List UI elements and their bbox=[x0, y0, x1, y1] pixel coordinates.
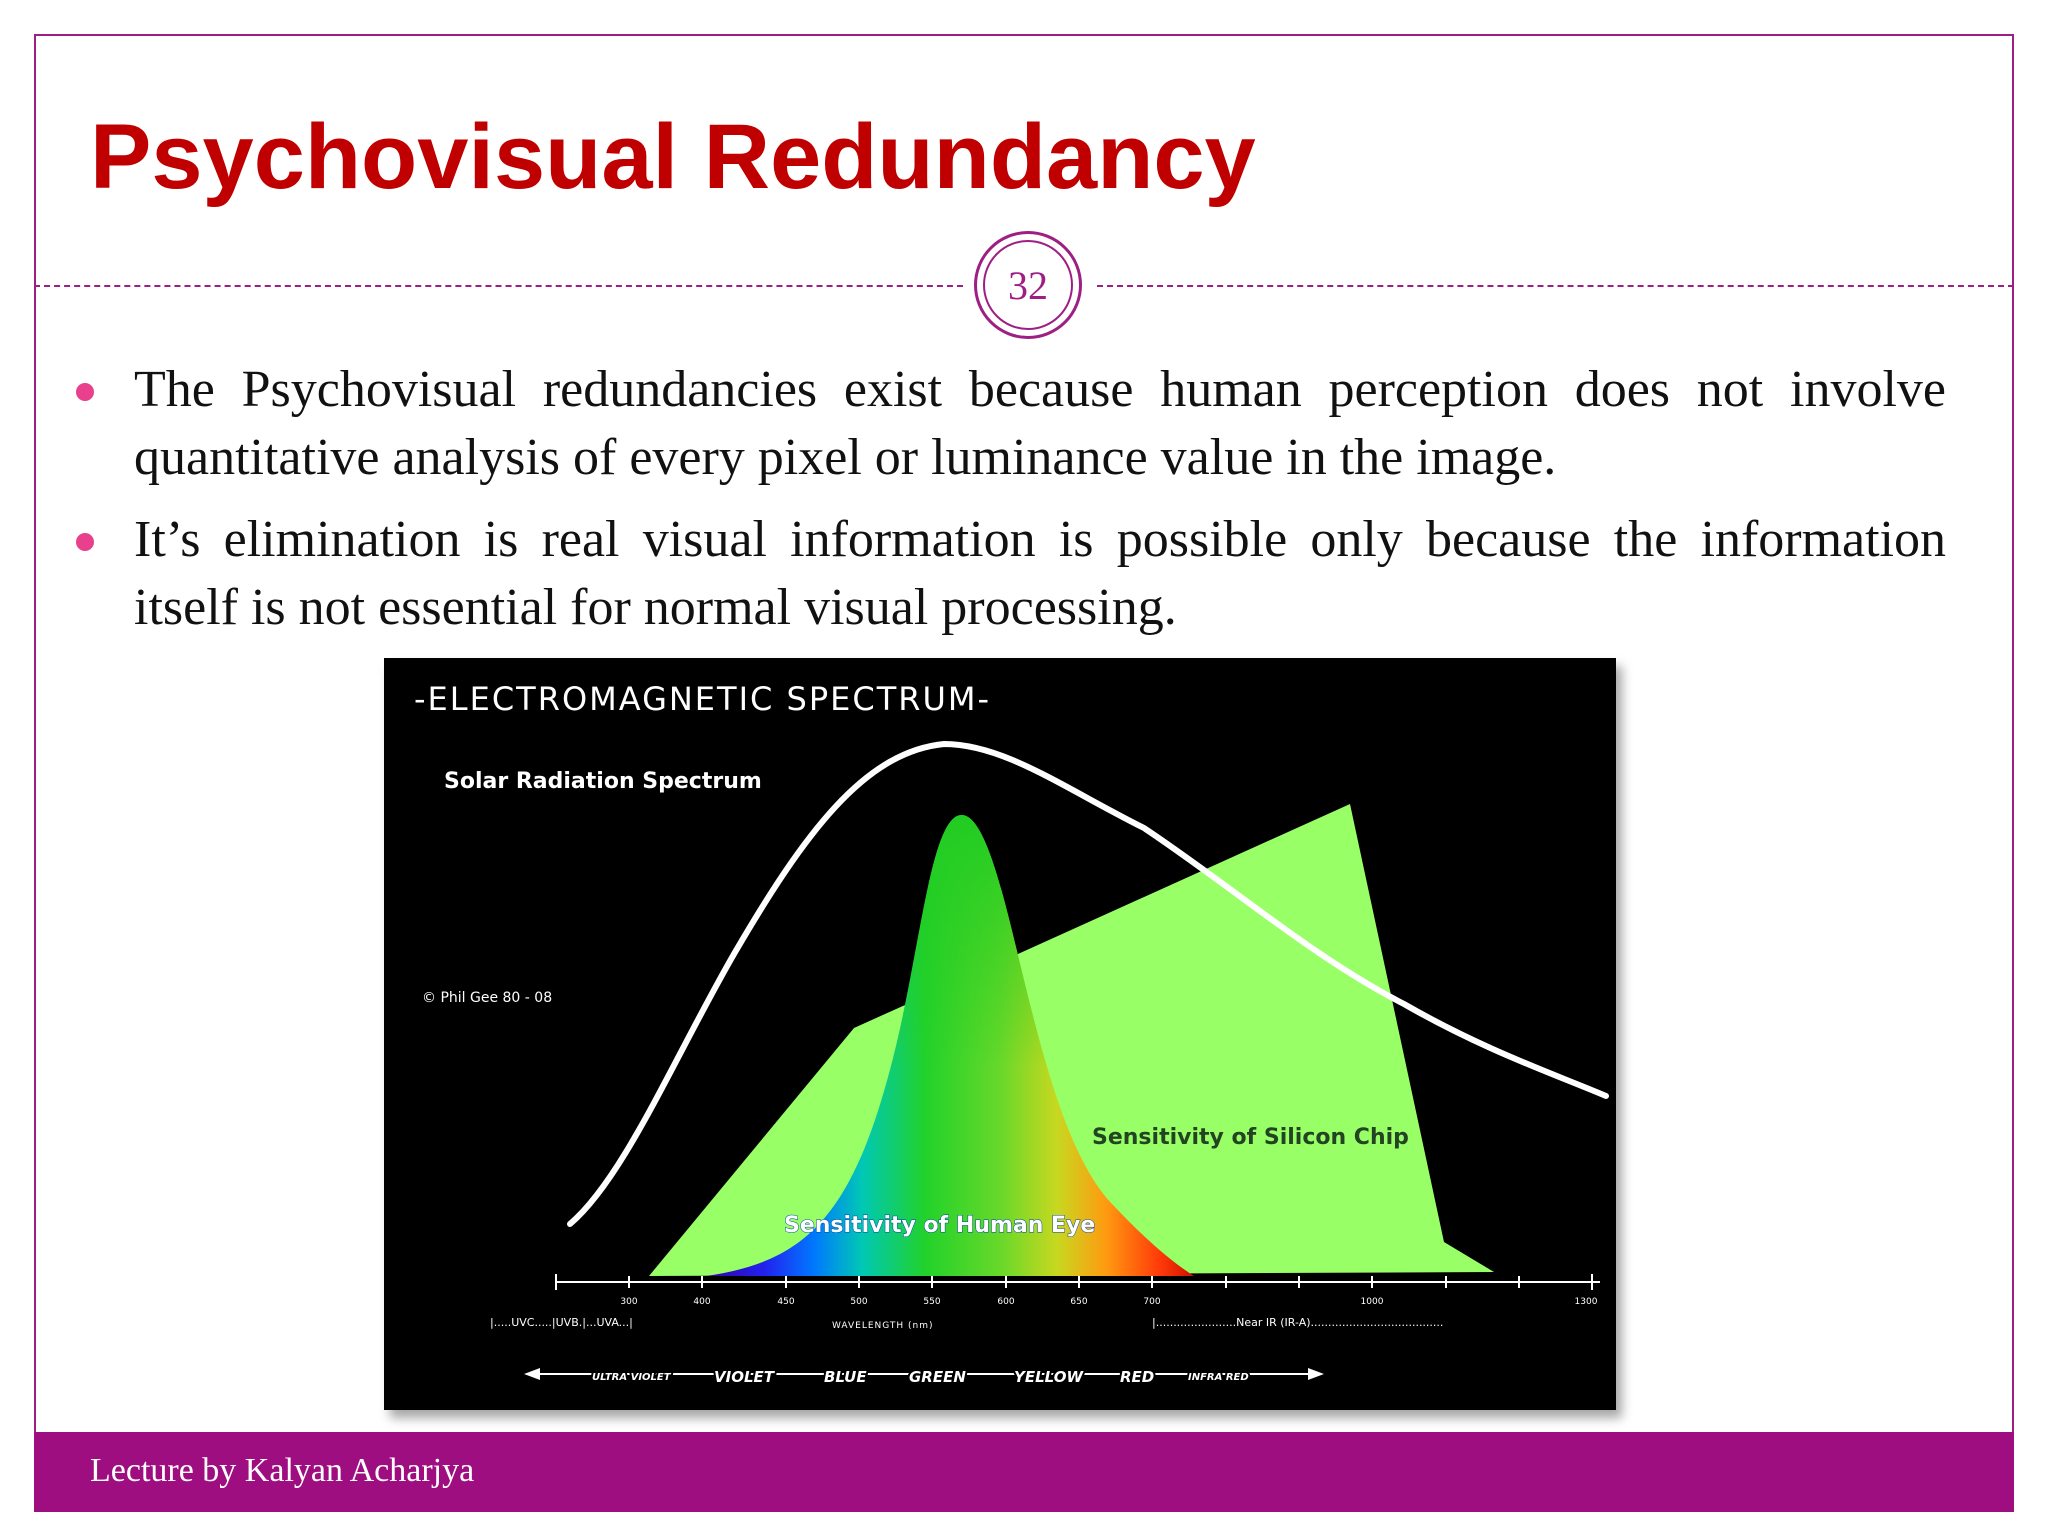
bullet-item: The Psychovisual redundancies exist beca… bbox=[76, 356, 1946, 492]
silicon-sensitivity-label: Sensitivity of Silicon Chip bbox=[1092, 1125, 1409, 1150]
bullet-list: The Psychovisual redundancies exist beca… bbox=[0, 356, 2048, 656]
solar-radiation-label: Solar Radiation Spectrum bbox=[444, 769, 762, 794]
eye-sensitivity-highlight bbox=[706, 814, 1194, 1276]
tick-label: 1000 bbox=[1361, 1297, 1384, 1307]
band-label: INFRA RED bbox=[1188, 1372, 1249, 1383]
band-label: YELLOW bbox=[1014, 1368, 1084, 1386]
figure-title: -ELECTROMAGNETIC SPECTRUM- bbox=[414, 680, 991, 718]
tick-label: 1300 bbox=[1575, 1297, 1598, 1307]
title-divider-left bbox=[34, 285, 963, 287]
spectrum-figure: 300 400 450 500 550 600 650 700 1000 130… bbox=[384, 658, 1616, 1410]
axis-ticks bbox=[555, 1274, 1593, 1290]
color-band-labels: ULTRA VIOLET VIOLET BLUE GREEN YELLOW RE… bbox=[590, 1366, 1251, 1388]
tick-label: 700 bbox=[1143, 1297, 1160, 1307]
bullet-dot-icon bbox=[76, 383, 94, 401]
page-number: 32 bbox=[983, 240, 1073, 330]
wavelength-axis-label: WAVELENGTH (nm) bbox=[832, 1321, 934, 1331]
uv-band-labels: |.....UVC.....|UVB.|...UVA...| bbox=[490, 1316, 633, 1329]
bullet-text: The Psychovisual redundancies exist beca… bbox=[134, 361, 1946, 486]
tick-label: 400 bbox=[693, 1297, 710, 1307]
page-number-badge: 32 bbox=[974, 231, 1082, 339]
title-divider-right bbox=[1097, 285, 2014, 287]
near-ir-label: |.......................Near IR (IR-A)..… bbox=[1152, 1316, 1443, 1329]
tick-labels: 300 400 450 500 550 600 650 700 1000 130… bbox=[620, 1297, 1597, 1307]
eye-sensitivity-label: Sensitivity of Human Eye bbox=[784, 1213, 1095, 1238]
solar-radiation-curve bbox=[567, 740, 1609, 1227]
tick-label: 300 bbox=[620, 1297, 637, 1307]
bullet-dot-icon bbox=[76, 533, 94, 551]
spectrum-diagram: 300 400 450 500 550 600 650 700 1000 130… bbox=[384, 658, 1616, 1410]
band-label: ULTRA VIOLET bbox=[592, 1372, 672, 1383]
slide-title: Psychovisual Redundancy bbox=[90, 106, 1256, 208]
bullet-text: It’s elimination is real visual informat… bbox=[134, 511, 1946, 636]
band-label: VIOLET bbox=[714, 1368, 776, 1386]
slide-footer: Lecture by Kalyan Acharjya bbox=[34, 1432, 2014, 1512]
copyright-label: © Phil Gee 80 - 08 bbox=[422, 990, 552, 1006]
tick-label: 550 bbox=[923, 1297, 940, 1307]
bullet-item: It’s elimination is real visual informat… bbox=[76, 506, 1946, 642]
silicon-sensitivity-area bbox=[649, 804, 1494, 1276]
footer-text: Lecture by Kalyan Acharjya bbox=[90, 1452, 475, 1489]
band-label: BLUE bbox=[824, 1368, 867, 1386]
band-label: RED bbox=[1120, 1368, 1154, 1386]
tick-label: 650 bbox=[1070, 1297, 1087, 1307]
tick-label: 450 bbox=[777, 1297, 794, 1307]
tick-label: 600 bbox=[997, 1297, 1014, 1307]
band-label: GREEN bbox=[909, 1368, 966, 1386]
tick-label: 500 bbox=[850, 1297, 867, 1307]
arrow-left-icon bbox=[524, 1368, 540, 1380]
arrow-right-icon bbox=[1308, 1368, 1324, 1380]
